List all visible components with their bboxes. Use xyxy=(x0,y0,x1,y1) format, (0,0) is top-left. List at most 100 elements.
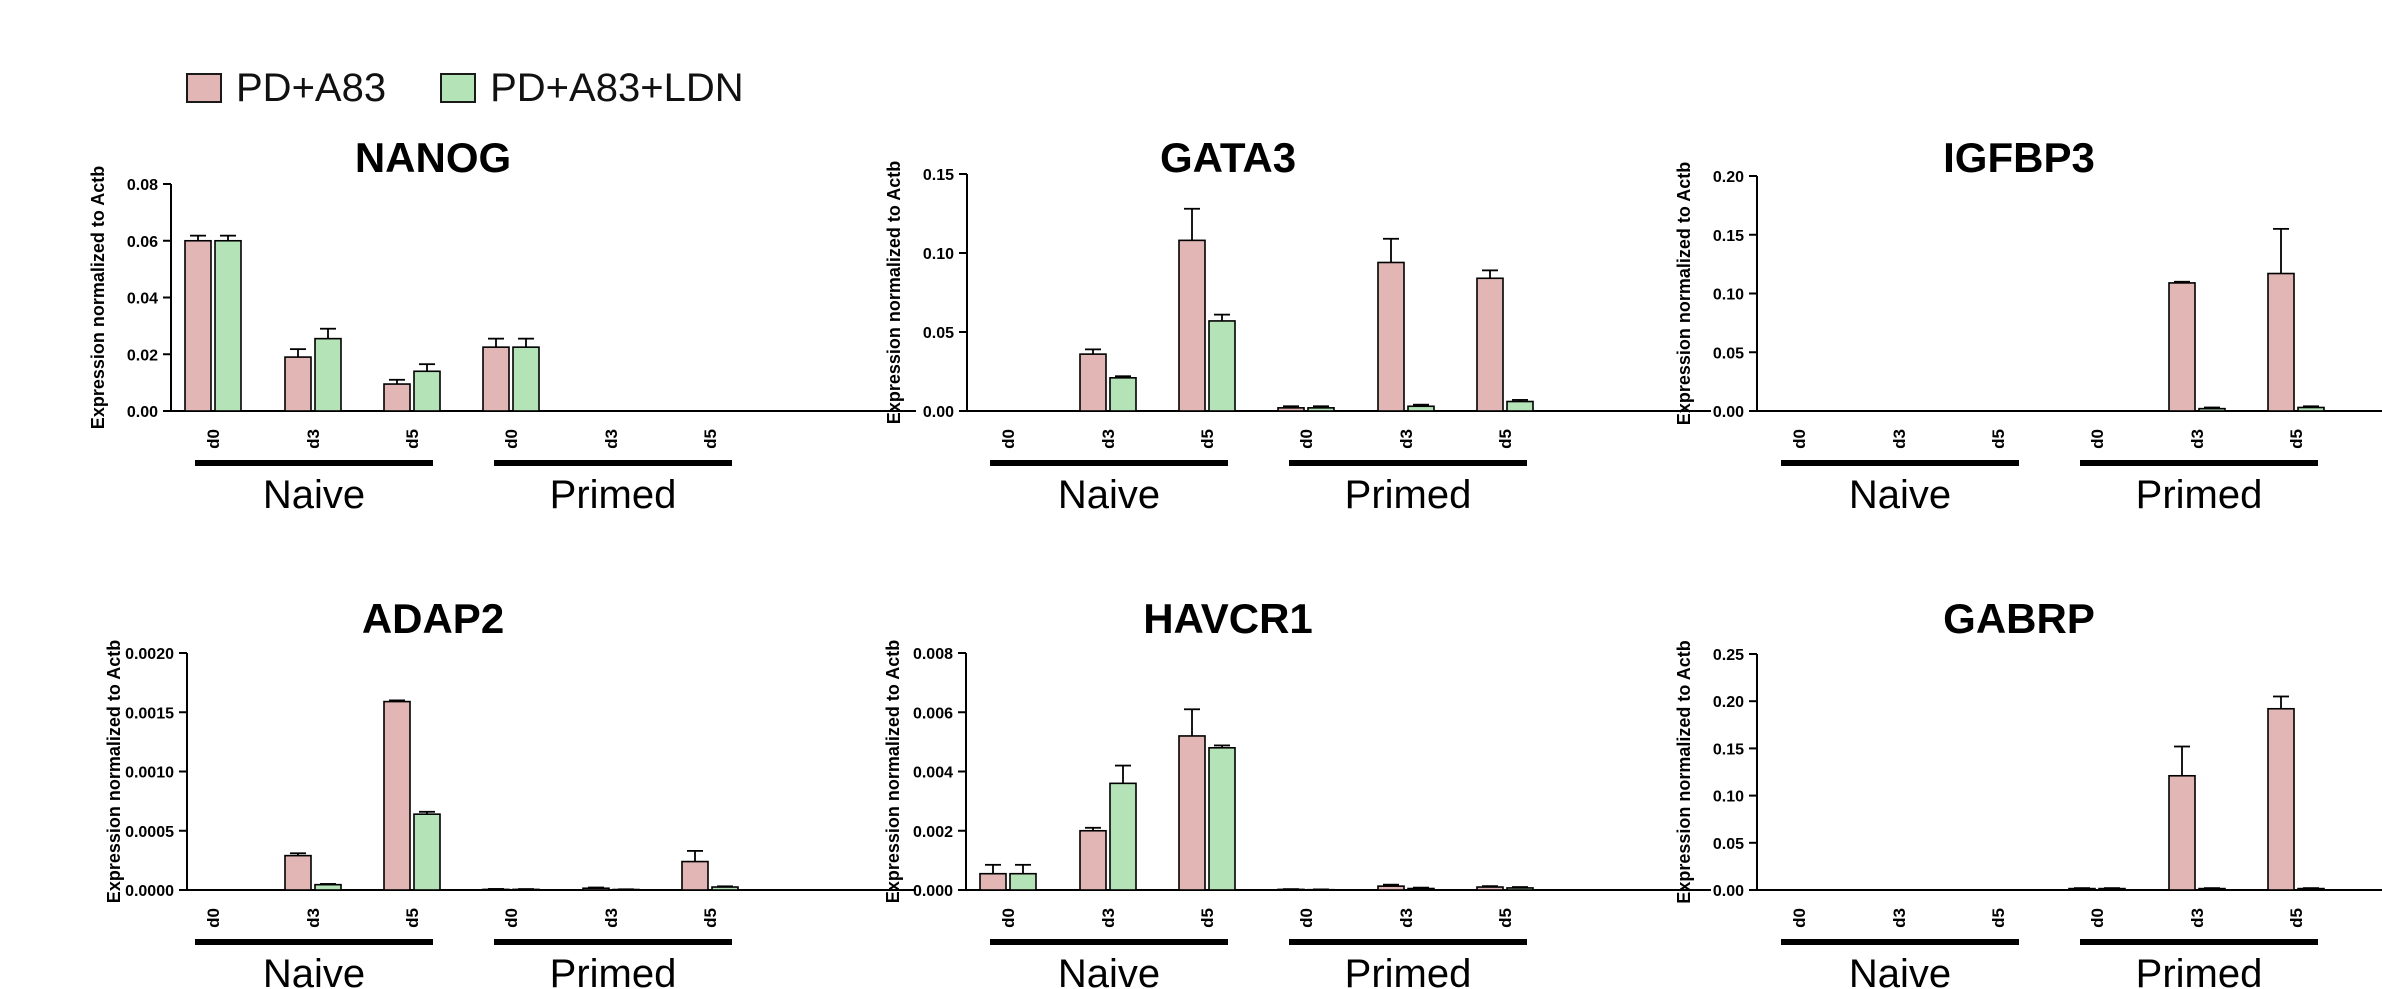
legend-swatch-pd-a83 xyxy=(186,73,222,103)
bar xyxy=(2168,282,2196,412)
y-tick-label: 0.00 xyxy=(1713,404,1744,421)
y-tick-label: 0.000 xyxy=(913,883,953,900)
bar xyxy=(1178,735,1206,891)
chart-title: NANOG xyxy=(355,134,511,181)
x-tick-label: d0 xyxy=(1297,429,1316,449)
group-label-primed: Primed xyxy=(2136,473,2263,517)
bar xyxy=(1079,829,1107,891)
y-axis-label: Expression normalized to Actb xyxy=(884,161,904,424)
y-tick-label: 0.00 xyxy=(127,404,158,421)
bar xyxy=(1377,885,1405,891)
y-tick-label: 0.15 xyxy=(1713,741,1744,758)
y-tick-label: 0.05 xyxy=(1713,345,1744,362)
y-tick-label: 0.0000 xyxy=(125,883,174,900)
y-tick-label: 0.008 xyxy=(913,646,953,663)
bar xyxy=(2297,406,2325,412)
x-tick-label: d3 xyxy=(1397,908,1416,928)
y-tick-label: 0.006 xyxy=(913,705,953,722)
y-tick-label: 0.04 xyxy=(127,291,158,308)
x-tick-label: d3 xyxy=(304,429,323,449)
x-tick-label: d5 xyxy=(403,908,422,928)
bar xyxy=(1109,377,1137,412)
x-tick-label: d0 xyxy=(999,908,1018,928)
bar xyxy=(1377,261,1405,412)
group-label-primed: Primed xyxy=(1345,473,1472,517)
x-tick-label: d3 xyxy=(602,429,621,449)
chart-title: GATA3 xyxy=(1160,134,1296,181)
bar xyxy=(1109,782,1137,891)
x-tick-label: d0 xyxy=(999,429,1018,449)
y-tick-label: 0.15 xyxy=(923,167,954,184)
x-tick-label: d5 xyxy=(2287,908,2306,928)
bar xyxy=(184,239,212,412)
y-tick-label: 0.0020 xyxy=(125,646,174,663)
x-tick-label: d5 xyxy=(2287,429,2306,449)
bar xyxy=(214,239,242,412)
legend-label-pd-a83-ldn: PD+A83+LDN xyxy=(490,65,744,110)
x-tick-label: d0 xyxy=(2088,908,2107,928)
bar xyxy=(2267,707,2295,891)
bar xyxy=(681,860,709,891)
y-tick-label: 0.20 xyxy=(1713,169,1744,186)
group-label-primed: Primed xyxy=(550,473,677,517)
y-tick-label: 0.05 xyxy=(923,325,954,342)
bar xyxy=(1407,887,1435,891)
bar xyxy=(1277,407,1305,412)
chart-title: HAVCR1 xyxy=(1143,595,1313,642)
bar xyxy=(1178,239,1206,412)
bar xyxy=(413,370,441,412)
group-label-primed: Primed xyxy=(1345,952,1472,989)
bar xyxy=(512,346,540,412)
y-tick-label: 0.10 xyxy=(923,246,954,263)
bar xyxy=(1476,886,1504,891)
x-tick-label: d3 xyxy=(1099,429,1118,449)
bar xyxy=(413,813,441,891)
x-tick-label: d3 xyxy=(1890,429,1909,449)
group-label-primed: Primed xyxy=(550,952,677,989)
x-tick-label: d0 xyxy=(502,429,521,449)
bar xyxy=(2267,272,2295,412)
y-tick-label: 0.05 xyxy=(1713,836,1744,853)
bar xyxy=(1208,320,1236,412)
bar xyxy=(314,883,342,891)
x-tick-label: d0 xyxy=(1790,908,1809,928)
bar xyxy=(482,346,510,412)
x-tick-label: d0 xyxy=(502,908,521,928)
bar xyxy=(1208,746,1236,891)
y-tick-label: 0.02 xyxy=(127,347,158,364)
chart-panel-havcr1: HAVCR1 Expression normalized to Actb 0.000… xyxy=(883,595,1711,989)
x-tick-label: d5 xyxy=(701,908,720,928)
y-tick-label: 0.06 xyxy=(127,234,158,251)
y-axis-label: Expression normalized to Actb xyxy=(883,640,903,903)
bar xyxy=(1506,887,1534,891)
legend-item-pd-a83-ldn: PD+A83+LDN xyxy=(440,65,744,111)
x-tick-label: d3 xyxy=(304,908,323,928)
x-tick-label: d3 xyxy=(1099,908,1118,928)
x-tick-label: d3 xyxy=(1397,429,1416,449)
y-tick-label: 0.10 xyxy=(1713,287,1744,304)
bar xyxy=(1506,400,1534,412)
x-tick-label: d3 xyxy=(602,908,621,928)
y-tick-label: 0.0005 xyxy=(125,824,174,841)
bar xyxy=(284,854,312,891)
x-tick-label: d3 xyxy=(2188,908,2207,928)
group-label-naive: Naive xyxy=(1849,473,1951,517)
bar xyxy=(1476,277,1504,412)
y-tick-label: 0.25 xyxy=(1713,647,1744,664)
y-tick-label: 0.10 xyxy=(1713,789,1744,806)
bar xyxy=(582,887,610,891)
bar xyxy=(383,700,411,891)
x-tick-label: d0 xyxy=(204,429,223,449)
group-label-naive: Naive xyxy=(263,952,365,989)
chart-title: ADAP2 xyxy=(362,595,504,642)
group-label-naive: Naive xyxy=(1058,473,1160,517)
chart-panel-gata3: GATA3 Expression normalized to Actb 0.00 0.… xyxy=(884,134,1711,517)
chart-panel-igfbp3: IGFBP3 Expression normalized to Actb 0.00 0… xyxy=(1674,134,2382,517)
y-tick-label: 0.0010 xyxy=(125,765,174,782)
group-label-naive: Naive xyxy=(1849,952,1951,989)
x-tick-label: d5 xyxy=(403,429,422,449)
y-tick-label: 0.15 xyxy=(1713,228,1744,245)
x-tick-label: d0 xyxy=(1790,429,1809,449)
y-axis-label: Expression normalized to Actb xyxy=(104,640,124,903)
